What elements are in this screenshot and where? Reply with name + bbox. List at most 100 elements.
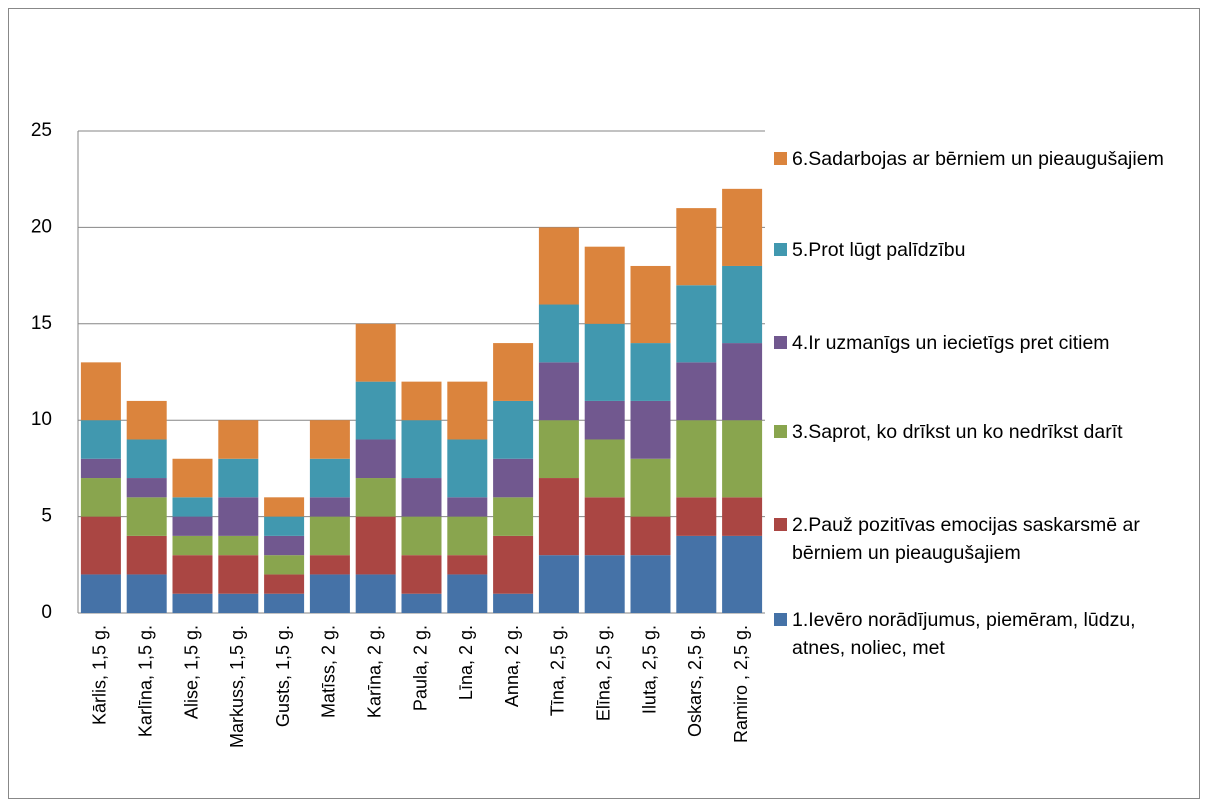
bar-segment: [447, 555, 488, 575]
bar-segment: [676, 497, 717, 536]
x-tick-label: Paula, 2 g.: [410, 625, 430, 711]
bar-segment: [584, 497, 625, 556]
x-tick-label: Alise, 1,5 g.: [181, 625, 201, 719]
bar-segment: [630, 458, 671, 517]
x-tick-label: Līna, 2 g.: [456, 625, 476, 700]
bar-segment: [80, 420, 121, 459]
x-tick-label: Iluta, 2,5 g.: [639, 625, 659, 714]
bar-segment: [630, 343, 671, 401]
bar-segment: [172, 593, 213, 613]
bar-segment: [264, 574, 305, 594]
bar-segment: [722, 535, 763, 613]
bar-segment: [80, 574, 121, 613]
x-tick-label: Kārlis, 1,5 g.: [90, 625, 110, 725]
bar-segment: [584, 555, 625, 613]
bar-segment: [722, 343, 763, 421]
bar-segment: [126, 497, 167, 536]
legend-swatch: [774, 152, 787, 165]
bar-segment: [264, 516, 305, 536]
bar-segment: [218, 555, 259, 594]
bar-segment: [401, 478, 442, 517]
x-tick-label: Gusts, 1,5 g.: [273, 625, 293, 727]
bar-segment: [355, 516, 396, 575]
bar-segment: [401, 420, 442, 479]
bar-segment: [630, 400, 671, 459]
legend-item: 6.Sadarbojas ar bērniem un pieaugušajiem: [774, 145, 1194, 173]
legend-swatch: [774, 425, 787, 438]
legend-label: 1.Ievēro norādījumus, piemēram, lūdzu, a…: [792, 609, 1136, 659]
x-tick-label: Elīna, 2,5 g.: [593, 625, 613, 721]
y-tick-label: 0: [41, 602, 52, 623]
bar-segment: [401, 555, 442, 594]
bar-segment: [584, 246, 625, 324]
bar-segment: [309, 555, 350, 575]
bar-segment: [80, 516, 121, 575]
bar-segment: [355, 381, 396, 440]
bar-segment: [538, 478, 579, 556]
y-tick-label: 5: [41, 506, 52, 527]
bar-segment: [676, 420, 717, 498]
bar-segment: [401, 516, 442, 556]
bar-segment: [630, 516, 671, 556]
bar-segment: [538, 555, 579, 613]
bar-segment: [126, 535, 167, 575]
bar-segment: [447, 516, 488, 556]
bar-segment: [493, 458, 534, 498]
chart-border: [8, 8, 1200, 799]
bar-segment: [630, 265, 671, 344]
bar-segment: [172, 555, 213, 594]
bar-segment: [538, 227, 579, 305]
bar-segment: [309, 574, 350, 613]
bar-segment: [126, 439, 167, 479]
legend-swatch: [774, 518, 787, 531]
bar-segment: [80, 458, 121, 479]
x-tick-label: Oskars, 2,5 g.: [685, 625, 705, 737]
bar-segment: [218, 535, 259, 556]
legend-label: 3.Saprot, ko drīkst un ko nedrīkst darīt: [792, 421, 1123, 443]
x-tick-label: Ramiro , 2,5 g.: [731, 625, 751, 743]
bar-segment: [447, 439, 488, 498]
bar-segment: [401, 381, 442, 421]
legend-label: 2.Pauž pozitīvas emocijas saskarsmē ar b…: [792, 514, 1140, 564]
bar-segment: [538, 304, 579, 363]
bar-segment: [676, 535, 717, 613]
bar-segment: [538, 420, 579, 479]
bar-segment: [218, 420, 259, 459]
legend-label: 6.Sadarbojas ar bērniem un pieaugušajiem: [792, 148, 1164, 170]
bar-segment: [172, 458, 213, 498]
bar-segment: [172, 516, 213, 536]
x-tick-label: Tīna, 2,5 g.: [548, 625, 568, 716]
bar-segment: [218, 593, 259, 613]
bar-segment: [447, 381, 488, 440]
y-tick-label: 25: [31, 120, 52, 141]
y-tick-label: 20: [31, 216, 52, 237]
x-tick-label: Matīss, 2 g.: [319, 625, 339, 718]
y-tick-label: 10: [31, 409, 52, 430]
bar-segment: [493, 497, 534, 536]
bar-segment: [309, 497, 350, 517]
bar-segment: [309, 516, 350, 556]
bar-segment: [676, 285, 717, 363]
bar-segment: [80, 478, 121, 517]
bar-segment: [493, 593, 534, 613]
x-tick-label: Karīna, 2 g.: [364, 625, 384, 718]
bar-segment: [493, 400, 534, 459]
bar-segment: [126, 400, 167, 440]
bar-segment: [172, 497, 213, 517]
bar-segment: [126, 478, 167, 498]
legend-item: 4.Ir uzmanīgs un iecietīgs pret citiem: [774, 329, 1194, 357]
bar-segment: [80, 362, 121, 421]
legend-item: 2.Pauž pozitīvas emocijas saskarsmē ar b…: [774, 511, 1194, 567]
legend-swatch: [774, 613, 787, 626]
legend-item: 3.Saprot, ko drīkst un ko nedrīkst darīt: [774, 418, 1194, 446]
legend-label: 4.Ir uzmanīgs un iecietīgs pret citiem: [792, 332, 1110, 354]
bar-segment: [722, 420, 763, 498]
bar-segment: [355, 323, 396, 382]
legend-item: 5.Prot lūgt palīdzību: [774, 236, 1194, 264]
bar-segment: [264, 497, 305, 517]
legend-swatch: [774, 243, 787, 256]
legend-label: 5.Prot lūgt palīdzību: [792, 239, 966, 261]
bar-segment: [172, 535, 213, 556]
